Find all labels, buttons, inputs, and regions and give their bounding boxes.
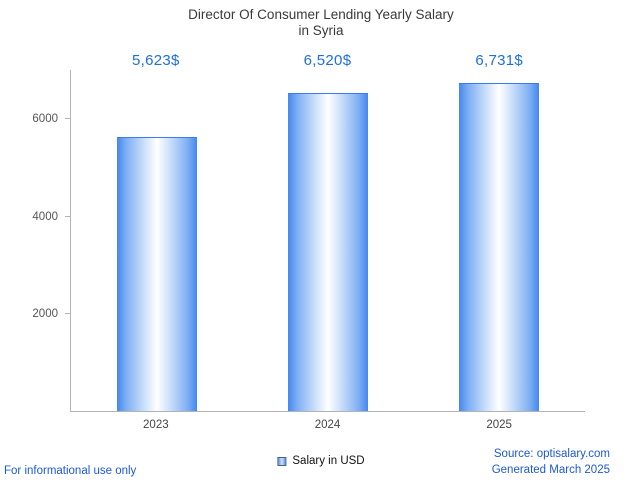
legend: Salary in USD xyxy=(277,455,365,467)
y-axis-tick-mark xyxy=(65,117,70,119)
chart-title: Director Of Consumer Lending Yearly Sala… xyxy=(0,7,642,39)
bar-2025 xyxy=(459,83,540,411)
legend-label: Salary in USD xyxy=(292,455,365,467)
bar-value-labels: 5,623$ 6,520$ 6,731$ xyxy=(70,52,585,74)
generated-date: Generated March 2025 xyxy=(491,464,610,476)
chart-title-line1: Director Of Consumer Lending Yearly Sala… xyxy=(188,7,454,22)
legend-swatch-icon xyxy=(277,456,287,466)
bar-2023 xyxy=(116,137,197,411)
bar-2024 xyxy=(287,93,368,411)
x-axis-label-2024: 2024 xyxy=(314,419,341,431)
chart-title-line2: in Syria xyxy=(298,23,344,38)
y-axis-tick-label: 4000 xyxy=(32,210,58,223)
bar-value-label: 6,731$ xyxy=(475,52,524,69)
bar-value-label: 5,623$ xyxy=(131,52,180,69)
disclaimer-text: For informational use only xyxy=(4,465,137,477)
x-axis-label-2023: 2023 xyxy=(143,419,169,431)
source-block: Source: optisalary.com Generated March 2… xyxy=(492,446,610,478)
y-axis-tick-mark xyxy=(65,313,70,315)
bars xyxy=(71,70,585,411)
y-axis: 2000 4000 6000 xyxy=(0,70,70,412)
x-axis-labels: 2023 2024 2025 xyxy=(70,419,585,435)
bar-value-label: 6,520$ xyxy=(303,52,352,69)
y-axis-tick-label: 2000 xyxy=(32,308,58,321)
y-axis-tick-label: 6000 xyxy=(32,112,58,125)
source-link[interactable]: Source: optisalary.com xyxy=(493,448,610,460)
x-axis-label-2025: 2025 xyxy=(486,419,512,431)
y-axis-tick-mark xyxy=(65,215,70,217)
plot-area xyxy=(70,70,585,412)
